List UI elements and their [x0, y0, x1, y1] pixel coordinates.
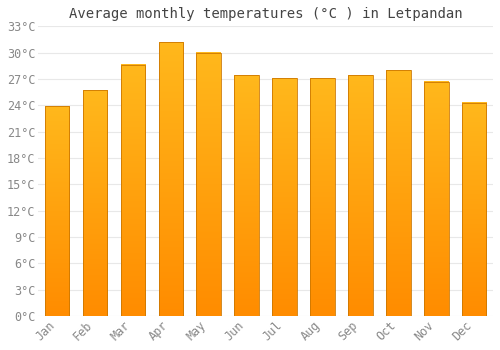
Bar	[386, 70, 410, 316]
Bar	[196, 52, 221, 316]
Title: Average monthly temperatures (°C ) in Letpandan: Average monthly temperatures (°C ) in Le…	[69, 7, 462, 21]
Bar	[158, 42, 183, 316]
Bar	[120, 65, 146, 316]
Bar	[462, 103, 486, 316]
Bar	[310, 78, 335, 316]
Bar	[83, 90, 108, 316]
Bar	[45, 106, 70, 316]
Bar	[234, 76, 259, 316]
Bar	[272, 78, 297, 316]
Bar	[348, 76, 372, 316]
Bar	[424, 82, 448, 316]
